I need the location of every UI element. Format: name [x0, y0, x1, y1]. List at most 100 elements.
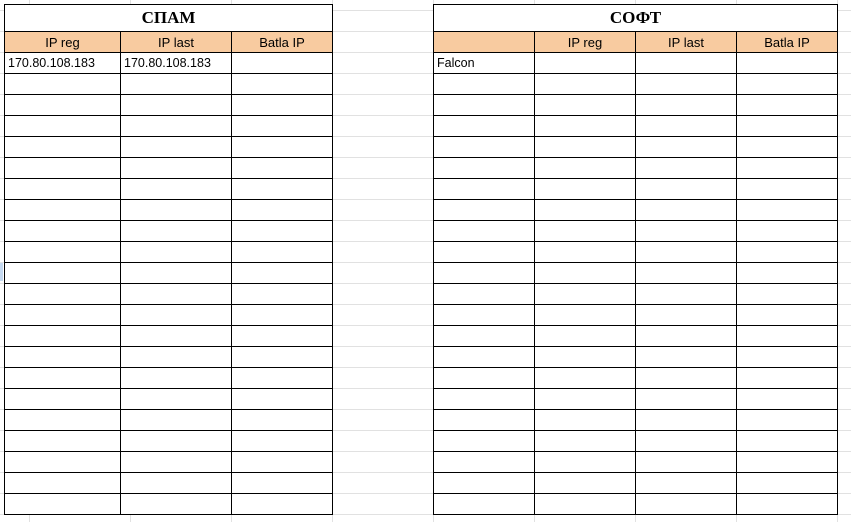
cell[interactable] [4, 367, 121, 389]
cell[interactable] [231, 73, 333, 95]
cell[interactable]: 170.80.108.183 [120, 52, 232, 74]
cell[interactable] [635, 472, 737, 494]
cell[interactable] [231, 367, 333, 389]
cell[interactable] [534, 241, 636, 263]
cell[interactable] [736, 136, 838, 158]
cell[interactable] [736, 325, 838, 347]
cell[interactable] [231, 241, 333, 263]
cell[interactable] [635, 283, 737, 305]
cell[interactable] [433, 199, 535, 221]
cell[interactable] [534, 325, 636, 347]
spam-title[interactable]: СПАМ [4, 4, 333, 32]
cell[interactable] [736, 472, 838, 494]
cell[interactable] [4, 472, 121, 494]
cell[interactable] [433, 73, 535, 95]
cell[interactable] [4, 220, 121, 242]
cell[interactable] [635, 451, 737, 473]
cell[interactable] [4, 451, 121, 473]
cell[interactable] [534, 262, 636, 284]
cell[interactable] [4, 346, 121, 368]
cell[interactable] [534, 136, 636, 158]
cell[interactable] [736, 52, 838, 74]
cell[interactable] [736, 451, 838, 473]
cell[interactable] [433, 367, 535, 389]
cell[interactable] [635, 199, 737, 221]
header-batla-ip[interactable]: Batla IP [231, 31, 333, 53]
cell[interactable] [534, 199, 636, 221]
cell[interactable] [120, 346, 232, 368]
cell[interactable] [534, 178, 636, 200]
cell[interactable] [635, 241, 737, 263]
cell[interactable] [120, 262, 232, 284]
cell[interactable] [433, 262, 535, 284]
cell[interactable] [534, 157, 636, 179]
cell[interactable] [231, 409, 333, 431]
cell[interactable] [231, 220, 333, 242]
cell[interactable] [231, 52, 333, 74]
cell[interactable] [534, 451, 636, 473]
cell[interactable] [120, 241, 232, 263]
cell[interactable] [231, 304, 333, 326]
cell[interactable] [635, 157, 737, 179]
cell[interactable] [736, 283, 838, 305]
cell[interactable] [534, 304, 636, 326]
cell[interactable] [4, 262, 121, 284]
cell[interactable] [120, 367, 232, 389]
cell[interactable] [433, 283, 535, 305]
cell[interactable] [120, 283, 232, 305]
header-ip-reg[interactable]: IP reg [4, 31, 121, 53]
cell[interactable] [231, 262, 333, 284]
cell[interactable] [231, 178, 333, 200]
cell[interactable] [4, 73, 121, 95]
cell[interactable] [231, 430, 333, 452]
cell[interactable] [120, 199, 232, 221]
cell[interactable] [534, 346, 636, 368]
cell[interactable] [736, 262, 838, 284]
cell[interactable] [4, 157, 121, 179]
cell[interactable] [4, 283, 121, 305]
cell[interactable] [120, 409, 232, 431]
cell[interactable] [433, 136, 535, 158]
cell[interactable] [433, 304, 535, 326]
cell[interactable] [635, 430, 737, 452]
cell[interactable] [231, 94, 333, 116]
cell[interactable] [4, 493, 121, 515]
cell[interactable] [4, 409, 121, 431]
cell[interactable] [534, 283, 636, 305]
cell[interactable] [120, 73, 232, 95]
cell[interactable] [231, 325, 333, 347]
cell[interactable] [635, 304, 737, 326]
cell[interactable] [635, 220, 737, 242]
cell[interactable] [736, 346, 838, 368]
cell[interactable] [736, 178, 838, 200]
cell[interactable] [231, 136, 333, 158]
cell[interactable] [433, 388, 535, 410]
cell[interactable] [635, 94, 737, 116]
cell[interactable] [433, 409, 535, 431]
cell[interactable] [231, 472, 333, 494]
cell[interactable] [231, 493, 333, 515]
cell[interactable] [534, 73, 636, 95]
cell[interactable] [4, 136, 121, 158]
cell[interactable] [4, 430, 121, 452]
soft-title[interactable]: СОФТ [433, 4, 838, 32]
cell[interactable] [4, 115, 121, 137]
cell[interactable] [534, 430, 636, 452]
cell[interactable] [736, 388, 838, 410]
cell[interactable] [231, 283, 333, 305]
cell[interactable] [231, 451, 333, 473]
cell[interactable] [231, 157, 333, 179]
header-ip-reg[interactable]: IP reg [534, 31, 636, 53]
cell[interactable] [433, 178, 535, 200]
cell[interactable] [534, 115, 636, 137]
cell[interactable] [4, 241, 121, 263]
cell[interactable] [120, 94, 232, 116]
cell[interactable]: 170.80.108.183 [4, 52, 121, 74]
cell[interactable] [635, 493, 737, 515]
cell[interactable] [534, 388, 636, 410]
cell[interactable] [231, 346, 333, 368]
cell[interactable] [433, 94, 535, 116]
cell[interactable] [433, 472, 535, 494]
cell[interactable] [433, 430, 535, 452]
cell[interactable] [534, 367, 636, 389]
